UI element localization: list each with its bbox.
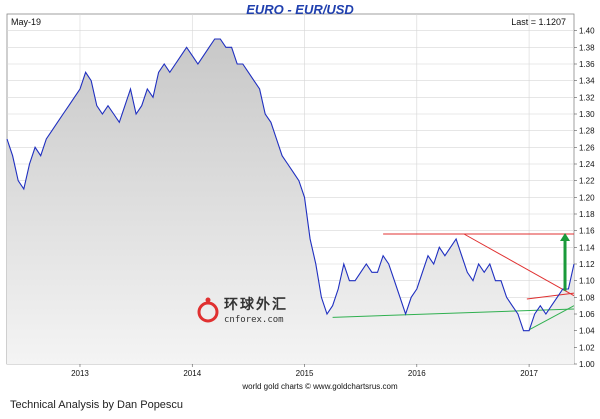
- y-tick-label: 1.30: [579, 110, 595, 119]
- x-tick-label: 2013: [71, 369, 89, 378]
- y-tick-label: 1.10: [579, 277, 595, 286]
- date-label: May-19: [11, 17, 41, 27]
- y-tick-label: 1.28: [579, 127, 595, 136]
- y-tick-label: 1.34: [579, 77, 595, 86]
- arrow-head-icon: [560, 233, 571, 241]
- y-tick-label: 1.16: [579, 227, 595, 236]
- watermark: 环球外汇 cnforex.com: [197, 296, 288, 325]
- trend-lines: [332, 233, 575, 331]
- series-line-eurusd: [6, 38, 575, 332]
- y-tick-label: 1.02: [579, 343, 595, 352]
- x-axis-ticks: 2013 2014 2015 2016 2017: [71, 364, 539, 378]
- watermark-chinese: 环球外汇: [224, 296, 288, 313]
- chart: 1.40 1.38 1.36 1.34 1.32 1.30 1.28 1.26 1.24 1.22…: [6, 2, 595, 391]
- y-tick-label: 1.12: [579, 260, 595, 269]
- area-fill: [7, 39, 574, 364]
- credit-label: world gold charts © www.goldchartsrus.co…: [241, 382, 398, 391]
- x-tick-label: 2014: [183, 369, 201, 378]
- y-tick-label: 1.36: [579, 60, 595, 69]
- y-tick-label: 1.22: [579, 177, 595, 186]
- y-axis-ticks: 1.40 1.38 1.36 1.34 1.32 1.30 1.28 1.26 1.24 1.22…: [574, 27, 595, 369]
- resistance-diagonal-line: [463, 233, 575, 297]
- flag-resistance-line: [526, 292, 575, 300]
- watermark-domain: cnforex.com: [224, 315, 284, 325]
- flag-support-line: [528, 305, 575, 331]
- y-tick-label: 1.24: [579, 160, 595, 169]
- x-tick-label: 2016: [408, 369, 426, 378]
- y-tick-label: 1.20: [579, 193, 595, 202]
- y-tick-label: 1.38: [579, 43, 595, 52]
- y-tick-label: 1.40: [579, 27, 595, 36]
- y-tick-label: 1.08: [579, 293, 595, 302]
- y-tick-label: 1.00: [579, 360, 595, 369]
- y-tick-label: 1.32: [579, 93, 595, 102]
- y-tick-label: 1.14: [579, 243, 595, 252]
- caption: Technical Analysis by Dan Popescu: [10, 399, 184, 411]
- support-line: [332, 308, 575, 318]
- y-tick-label: 1.06: [579, 310, 595, 319]
- watermark-logo-icon: [197, 301, 219, 323]
- y-tick-label: 1.26: [579, 143, 595, 152]
- y-tick-label: 1.04: [579, 327, 595, 336]
- last-value-label: Last = 1.1207: [511, 17, 566, 27]
- chart-title: EURO - EUR/USD: [246, 2, 354, 17]
- y-tick-label: 1.18: [579, 210, 595, 219]
- watermark-dot-icon: [205, 297, 211, 303]
- x-tick-label: 2015: [296, 369, 314, 378]
- x-tick-label: 2017: [520, 369, 538, 378]
- target-arrow: [560, 233, 571, 291]
